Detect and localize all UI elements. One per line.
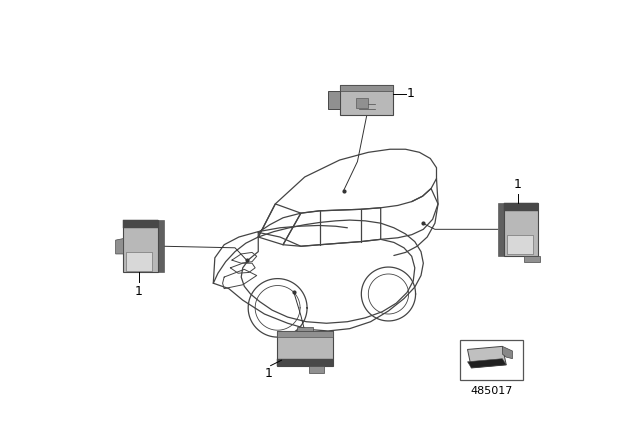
Polygon shape: [498, 203, 504, 255]
Polygon shape: [277, 359, 333, 366]
FancyBboxPatch shape: [124, 220, 157, 272]
Polygon shape: [157, 220, 164, 272]
Text: 485017: 485017: [470, 386, 513, 396]
FancyBboxPatch shape: [124, 220, 157, 228]
FancyBboxPatch shape: [507, 236, 533, 254]
FancyBboxPatch shape: [524, 255, 540, 262]
Polygon shape: [502, 346, 513, 359]
FancyBboxPatch shape: [340, 85, 393, 116]
FancyBboxPatch shape: [340, 85, 393, 90]
Polygon shape: [116, 238, 124, 254]
FancyBboxPatch shape: [328, 90, 340, 109]
Polygon shape: [467, 346, 506, 368]
FancyBboxPatch shape: [356, 99, 368, 108]
FancyBboxPatch shape: [277, 331, 333, 366]
Text: 1: 1: [407, 87, 415, 100]
FancyBboxPatch shape: [504, 203, 538, 211]
FancyBboxPatch shape: [504, 203, 538, 255]
Polygon shape: [467, 359, 506, 368]
FancyBboxPatch shape: [460, 340, 524, 380]
Polygon shape: [277, 331, 333, 337]
Text: 1: 1: [135, 285, 143, 298]
Text: 1: 1: [514, 178, 522, 191]
Polygon shape: [297, 327, 312, 331]
Text: 1: 1: [265, 367, 273, 380]
FancyBboxPatch shape: [125, 252, 152, 271]
Polygon shape: [308, 366, 324, 373]
